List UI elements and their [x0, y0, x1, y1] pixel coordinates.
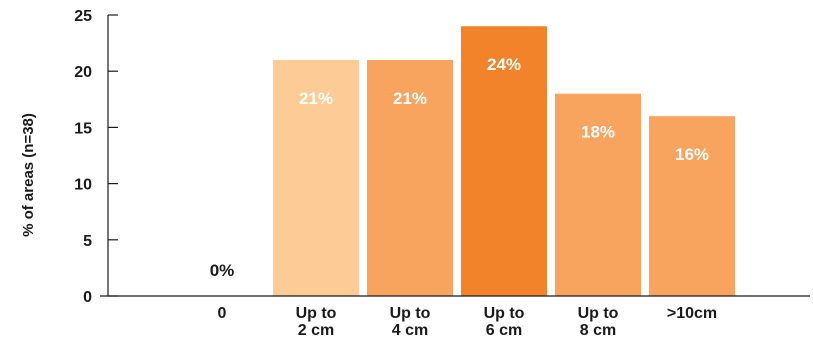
- y-tick-label: 5: [83, 233, 92, 250]
- x-tick-label: 0: [218, 305, 227, 322]
- data-label: 21%: [393, 89, 427, 108]
- x-tick-label: Up to 2 cm: [296, 305, 337, 339]
- y-axis: 0 5 10 15 20 25: [74, 8, 118, 306]
- bar: [555, 93, 641, 297]
- y-tick-label: 10: [74, 177, 92, 194]
- y-tick-label: 15: [74, 120, 92, 137]
- y-axis-title: % of areas (n=38): [20, 113, 37, 237]
- data-label: 18%: [581, 123, 615, 142]
- x-tick-label: >10cm: [667, 305, 717, 322]
- bar: [461, 26, 547, 297]
- bar: [367, 59, 453, 297]
- bar: [273, 59, 359, 297]
- data-label: 24%: [487, 55, 521, 74]
- data-label: 21%: [299, 89, 333, 108]
- y-tick-label: 25: [74, 8, 92, 25]
- data-label: 16%: [675, 145, 709, 164]
- x-tick-label: Up to 6 cm: [484, 305, 525, 339]
- y-tick-label: 0: [83, 289, 92, 306]
- x-axis: 0 Up to 2 cm Up to 4 cm Up to 6 cm Up to 8 cm >10…: [100, 295, 810, 339]
- x-tick-label: Up to 4 cm: [390, 305, 431, 339]
- bars: 0% 21% 21% 24% 18% 16%: [210, 26, 735, 297]
- bar: [649, 116, 735, 296]
- x-tick-label: Up to 8 cm: [578, 305, 619, 339]
- y-axis-title-group: % of areas (n=38): [20, 113, 37, 237]
- y-tick-label: 20: [74, 64, 92, 81]
- data-label: 0%: [210, 261, 235, 280]
